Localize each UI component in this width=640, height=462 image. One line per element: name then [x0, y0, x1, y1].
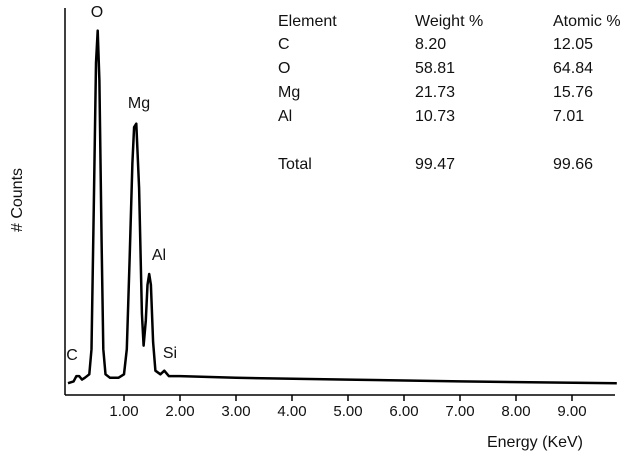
table-cell: Al	[278, 108, 292, 125]
table-header: Atomic %	[553, 13, 621, 30]
x-tick-label: 4.00	[277, 403, 306, 420]
table-cell: 12.05	[553, 36, 593, 53]
x-tick-label: 6.00	[389, 403, 418, 420]
table-cell: 10.73	[415, 108, 455, 125]
table-cell: 15.76	[553, 84, 593, 101]
table-cell: O	[278, 60, 290, 77]
table-cell: Mg	[278, 84, 300, 101]
table-cell: C	[278, 36, 290, 53]
x-tick-label: 9.00	[557, 403, 586, 420]
peak-label: Si	[163, 345, 177, 362]
peak-label: C	[66, 347, 78, 364]
table-header: Weight %	[415, 13, 483, 30]
x-tick-label: 2.00	[165, 403, 194, 420]
peak-label: O	[91, 4, 103, 21]
peak-label: Mg	[128, 95, 150, 112]
table-cell: 64.84	[553, 60, 593, 77]
peak-label: Al	[152, 247, 166, 264]
table-cell: 99.66	[553, 156, 593, 173]
y-axis-label: # Counts	[9, 168, 26, 232]
table-cell: 99.47	[415, 156, 455, 173]
x-tick-label: 1.00	[109, 403, 138, 420]
x-axis-label: Energy (KeV)	[487, 434, 583, 451]
x-tick-label: 5.00	[333, 403, 362, 420]
table-cell: 21.73	[415, 84, 455, 101]
table-cell: 8.20	[415, 36, 446, 53]
x-tick-label: 7.00	[445, 403, 474, 420]
table-cell: Total	[278, 156, 312, 173]
table-cell: 58.81	[415, 60, 455, 77]
spectrum-line	[67, 29, 617, 385]
table-cell: 7.01	[553, 108, 584, 125]
x-tick-label: 8.00	[501, 403, 530, 420]
x-tick-label: 3.00	[221, 403, 250, 420]
table-header: Element	[278, 13, 337, 30]
